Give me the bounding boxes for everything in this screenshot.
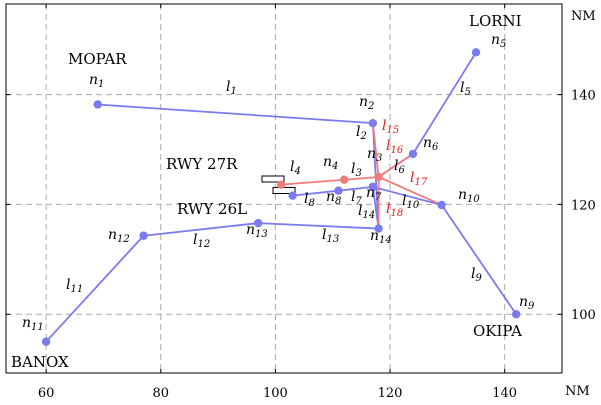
node-label-n14: n14 [370,228,392,246]
node-n12 [139,231,148,240]
nodes [41,48,521,346]
link-label-l8: l8 [304,191,315,209]
place-okipa: OKIPA [473,322,522,340]
link-label-l12: l12 [193,232,210,250]
place-banox: BANOX [11,353,69,371]
link-l13 [258,222,379,230]
link-l14 [371,186,380,229]
node-n1 [93,100,102,109]
node-n14 [374,224,383,233]
node-n11 [41,337,51,346]
link-label-l16: l16 [386,138,404,156]
link-label-l2: l2 [356,124,367,142]
runway-26l-label: RWY 26L [177,200,247,218]
runway-27r-marker [261,175,285,183]
route-links [45,51,517,343]
grid [6,4,562,373]
x-tick-label-100: 100 [263,386,288,401]
x-tick-label-60: 60 [38,386,55,401]
node-label-n1: n1 [89,72,104,90]
link-label-l1: l1 [226,79,237,97]
link-labels: l1 l2 l3 l4 l5 l6 l7 l8 l9 l10 l11 l12 l… [66,79,482,295]
link-label-l15: l15 [382,118,399,136]
link-l16 [378,153,414,178]
link-label-l17: l17 [410,170,428,188]
node-label-n8: n8 [326,189,341,207]
node-label-n11: n11 [22,315,44,333]
node-n9 [511,310,521,319]
plot-border [5,3,563,374]
node-label-n6: n6 [423,135,439,153]
runway-markers [261,175,296,194]
link-label-l14: l14 [358,203,375,221]
node-n2 [368,118,378,128]
link-label-l18: l18 [386,201,403,219]
node-label-n7: n7 [366,185,382,203]
node-n6 [408,149,418,159]
y-tick-label-120: 120 [571,198,596,213]
link-l7 [338,185,373,192]
node-label-n3: n3 [367,146,382,164]
link-label-l10: l10 [402,193,420,211]
y-tick-label-140: 140 [571,89,596,104]
link-l11 [45,235,145,343]
x-tick-label-120: 120 [378,386,403,401]
node-n3 [374,172,383,182]
node-label-n13: n13 [246,222,268,240]
plot-frame [5,3,563,374]
runway-27r-threshold-node [276,180,286,189]
x-axis-unit: NM [565,384,590,399]
node-labels: n1 n2 n3 n4 n5 n6 n7 n8 n9 n10 n11 n12 n… [22,32,535,333]
link-l9 [440,204,517,315]
node-label-n2: n2 [359,94,374,112]
link-l5 [412,51,477,155]
place-mopar: MOPAR [68,50,127,68]
link-l12 [143,222,259,237]
runway-26l-threshold-node [288,191,297,200]
link-label-l13: l13 [322,227,339,245]
node-label-n5: n5 [491,32,506,50]
link-label-l5: l5 [460,80,471,98]
link-label-l3: l3 [351,161,362,179]
link-l3 [344,176,379,181]
x-tick-label-80: 80 [152,386,169,401]
node-n5 [471,48,481,57]
link-label-l6: l6 [394,158,405,176]
link-l15 [371,123,380,178]
node-label-n12: n12 [108,227,130,245]
node-label-n9: n9 [519,294,535,312]
place-lorni: LORNI [469,12,522,30]
node-label-n10: n10 [458,187,480,205]
link-l17 [378,176,442,206]
node-n13 [254,218,263,228]
y-axis-unit: NM [571,9,596,24]
node-n8 [334,186,343,195]
node-label-n4: n4 [323,154,338,172]
node-n10 [437,200,446,210]
y-tick-label-100: 100 [571,308,596,323]
link-label-l4: l4 [290,159,301,177]
link-l10 [372,185,442,206]
axis-ticks: 60 80 100 120 140 100 120 140 [6,4,596,401]
runway-27r-label: RWY 27R [166,155,238,173]
link-l1 [97,103,373,125]
node-n4 [339,175,349,184]
link-label-l9: l9 [471,266,482,284]
link-l4 [281,178,345,186]
link-l8 [292,189,339,197]
link-label-l11: l11 [66,277,83,295]
x-tick-label-140: 140 [492,386,517,401]
node-n7 [368,182,378,192]
link-label-l7: l7 [351,189,362,207]
